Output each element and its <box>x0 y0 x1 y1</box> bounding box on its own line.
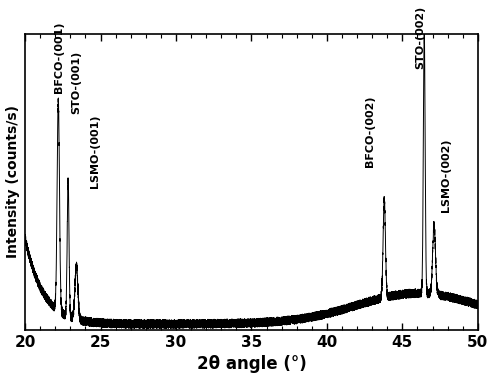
Text: STO-(001): STO-(001) <box>71 50 81 114</box>
Text: LSMO-(002): LSMO-(002) <box>441 138 451 211</box>
Text: LSMO-(001): LSMO-(001) <box>90 114 100 188</box>
Text: BFCO-(002): BFCO-(002) <box>365 96 374 167</box>
Text: STO-(002): STO-(002) <box>415 6 425 69</box>
Y-axis label: Intensity (counts/s): Intensity (counts/s) <box>5 105 20 258</box>
X-axis label: 2θ angle (°): 2θ angle (°) <box>197 356 306 373</box>
Text: BFCO-(001): BFCO-(001) <box>54 22 64 93</box>
